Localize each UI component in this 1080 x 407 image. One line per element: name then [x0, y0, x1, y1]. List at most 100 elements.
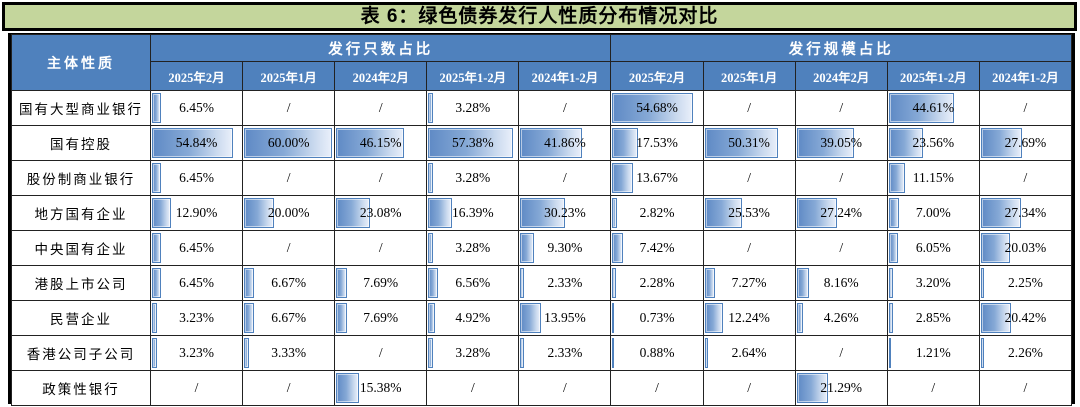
value-cell: 20.42%: [978, 300, 1073, 336]
period-header: 2024年2月: [334, 61, 428, 91]
period-header: 2024年1-2月: [518, 61, 612, 91]
value-cell: 23.56%: [886, 125, 980, 161]
value-text: 6.45%: [179, 240, 214, 255]
value-cell: 6.45%: [149, 160, 244, 196]
table-row: 中央国有企业 6.45% / / 3.28% 9.30% 7.42% / / 6.05% 20.03…: [11, 230, 1073, 266]
value-cell: /: [794, 90, 888, 126]
value-text: 6.67%: [271, 310, 307, 325]
value-cell: 6.67%: [242, 265, 336, 301]
value-text: 7.42%: [639, 240, 675, 255]
value-cell: 4.26%: [794, 300, 888, 336]
value-cell: /: [426, 370, 520, 406]
value-text: 0.88%: [639, 345, 675, 360]
value-text: /: [1023, 100, 1028, 115]
value-text: /: [1023, 170, 1028, 185]
group-header-count: 发行只数占比: [149, 34, 612, 62]
row-label: 民营企业: [11, 300, 151, 336]
value-cell: /: [702, 370, 796, 406]
value-cell: 2.26%: [978, 335, 1073, 371]
value-cell: /: [334, 160, 428, 196]
value-text: 3.33%: [271, 345, 307, 360]
value-text: 25.53%: [728, 205, 770, 220]
value-text: 7.27%: [731, 275, 767, 290]
value-cell: /: [242, 160, 336, 196]
value-text: 16.39%: [452, 205, 494, 220]
value-cell: 6.67%: [242, 300, 336, 336]
value-text: 20.03%: [1004, 240, 1047, 255]
value-text: 2.26%: [1007, 345, 1043, 360]
data-bar: [796, 268, 809, 298]
data-bar: [244, 128, 333, 158]
value-text: /: [931, 380, 936, 395]
value-text: 30.23%: [544, 205, 586, 220]
period-header: 2025年2月: [149, 61, 244, 91]
value-cell: 6.45%: [149, 265, 244, 301]
value-text: /: [286, 170, 291, 185]
value-cell: 54.84%: [149, 125, 244, 161]
value-cell: 44.61%: [886, 90, 980, 126]
value-text: 2.25%: [1007, 275, 1043, 290]
value-cell: 46.15%: [334, 125, 428, 161]
value-text: 27.34%: [1004, 205, 1047, 220]
row-label: 中央国有企业: [11, 230, 151, 266]
value-cell: 7.69%: [334, 300, 428, 336]
table-row: 民营企业 3.23% 6.67% 7.69% 4.92% 13.95% 0.73% 12.24…: [11, 300, 1073, 336]
value-text: 8.16%: [823, 275, 859, 290]
data-bar: [796, 303, 803, 333]
value-cell: 2.64%: [702, 335, 796, 371]
value-cell: 3.28%: [426, 230, 520, 266]
value-cell: 2.25%: [978, 265, 1073, 301]
table-row: 股份制商业银行 6.45% / / 3.28% / 13.67% / / 11.15% /: [11, 160, 1073, 196]
data-bar: [520, 198, 565, 228]
value-cell: 3.28%: [426, 335, 520, 371]
data-bar: [428, 128, 513, 158]
value-cell: 3.28%: [426, 90, 520, 126]
value-text: 27.69%: [1004, 135, 1047, 150]
table-row: 国有大型商业银行 6.45% / / 3.28% / 54.68% / / 44.61% /: [11, 90, 1073, 126]
data-bar: [152, 268, 162, 298]
value-cell: 6.45%: [149, 230, 244, 266]
period-header: 2025年1月: [702, 61, 796, 91]
value-cell: 13.67%: [610, 160, 704, 196]
value-cell: /: [334, 90, 428, 126]
period-header: 2025年2月: [610, 61, 704, 91]
value-cell: /: [610, 370, 704, 406]
value-text: 2.85%: [915, 310, 951, 325]
value-cell: 2.33%: [518, 335, 612, 371]
value-cell: /: [702, 160, 796, 196]
data-bar: [612, 233, 624, 263]
value-cell: 1.21%: [886, 335, 980, 371]
value-text: 39.05%: [820, 135, 863, 150]
value-cell: 27.34%: [978, 195, 1073, 231]
value-cell: 39.05%: [794, 125, 888, 161]
value-text: 3.23%: [179, 345, 214, 360]
value-cell: 25.53%: [702, 195, 796, 231]
value-cell: 20.03%: [978, 230, 1073, 266]
data-bar: [980, 198, 1022, 228]
value-cell: /: [978, 90, 1073, 126]
value-cell: 60.00%: [242, 125, 336, 161]
value-text: /: [747, 380, 751, 395]
value-text: 46.15%: [359, 135, 402, 150]
value-cell: /: [149, 370, 244, 406]
value-cell: 17.53%: [610, 125, 704, 161]
data-bar: [980, 128, 1022, 158]
data-bar: [612, 93, 693, 123]
value-text: /: [378, 240, 383, 255]
data-bar: [336, 198, 371, 228]
table-row: 政策性银行 / / 15.38% / / / / 21.29% / /: [11, 370, 1073, 406]
period-header: 2025年1-2月: [886, 61, 980, 91]
data-bar: [244, 338, 249, 368]
value-text: 23.56%: [912, 135, 955, 150]
row-label: 香港公司子公司: [11, 335, 151, 371]
period-header: 2024年1-2月: [978, 61, 1073, 91]
value-cell: 7.42%: [610, 230, 704, 266]
value-text: 54.84%: [175, 135, 218, 150]
data-bar: [704, 338, 709, 368]
value-cell: 6.45%: [149, 90, 244, 126]
value-cell: 20.00%: [242, 195, 336, 231]
data-bar: [152, 233, 162, 263]
value-cell: 2.33%: [518, 265, 612, 301]
table-title-bar: 表 6：绿色债券发行人性质分布情况对比: [2, 2, 1077, 31]
data-bar: [520, 233, 535, 263]
